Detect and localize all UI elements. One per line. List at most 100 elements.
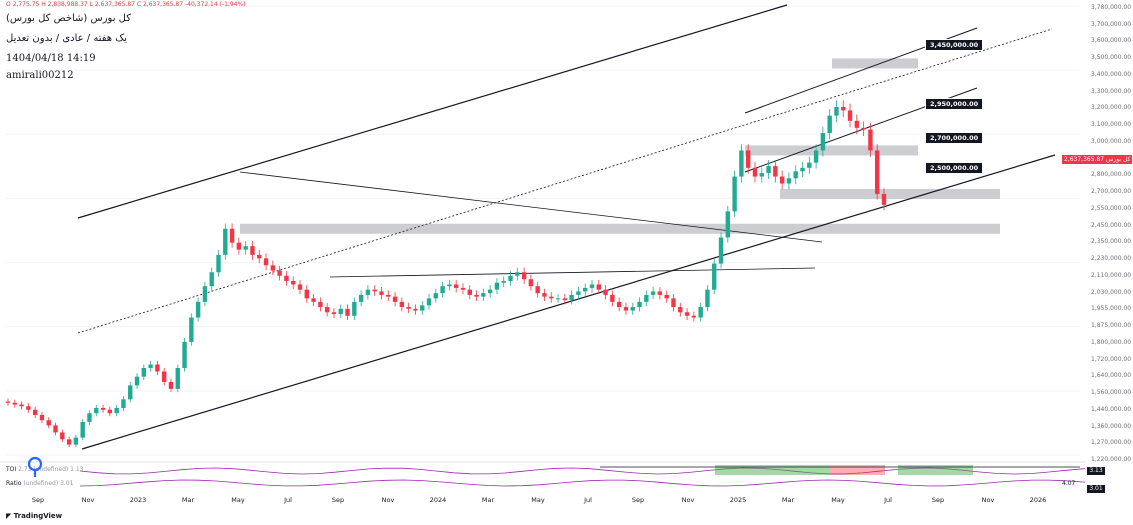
tradingview-logo[interactable]: ◤ TradingView	[6, 512, 62, 520]
candle-body	[535, 286, 540, 294]
candle-body	[562, 298, 568, 301]
last-price-value: 2,637,365.87	[1064, 156, 1105, 163]
candle-body	[202, 286, 208, 302]
level-zone-2950000	[745, 145, 918, 156]
indicator-toi-label: TOI 2.73 (undefined) 1.13	[6, 466, 84, 473]
candle-body	[12, 402, 17, 405]
candle-body	[847, 110, 853, 121]
time-tick-label: Nov	[81, 496, 95, 504]
level-zone-2500000	[240, 223, 1000, 234]
candle-body	[32, 409, 38, 415]
candle-body	[678, 307, 683, 313]
candle-body	[372, 289, 377, 292]
price-tick-label: 3,600,000.00	[1091, 37, 1132, 45]
candle-body	[868, 129, 873, 151]
candle-body	[53, 425, 58, 433]
candle-body	[39, 414, 45, 421]
candle-body	[318, 301, 323, 308]
indicator-ratio-label: Ratio (undefined) 3.01	[6, 480, 73, 487]
price-tick-label: 2,450,000.00	[1091, 221, 1132, 229]
candle-body	[128, 385, 133, 400]
candle-body	[453, 284, 459, 288]
last-price-tag: کل بورس 2,637,365.87	[1062, 155, 1133, 164]
candle-body	[630, 307, 635, 311]
price-chart[interactable]	[0, 0, 1085, 495]
candle-body	[610, 294, 615, 302]
candle-body	[745, 150, 751, 168]
candle-body	[433, 293, 439, 299]
candle-body	[386, 294, 391, 297]
chart-datetime: 1404/04/18 14:19	[6, 53, 96, 64]
time-tick-label: Jul	[284, 496, 292, 504]
candle-body	[841, 106, 846, 111]
price-tick-label: 1,640,000.00	[1091, 372, 1132, 380]
candle-body	[107, 409, 113, 414]
candle-body	[148, 364, 153, 368]
candle-body	[807, 162, 812, 168]
candle-body	[474, 294, 479, 297]
level-label-2950000: 2,950,000.00	[925, 98, 984, 110]
pin-marker-icon[interactable]	[24, 456, 46, 478]
candle-body	[447, 284, 452, 287]
candle-body	[229, 228, 235, 243]
level-zone-2700000	[780, 188, 1000, 199]
price-tick-label: 3,500,000.00	[1091, 54, 1132, 62]
candle-body	[94, 408, 99, 414]
candle-body	[311, 298, 316, 302]
candle-body	[501, 280, 506, 283]
candle-body	[26, 406, 31, 410]
candle-body	[304, 289, 309, 299]
candle-body	[752, 167, 758, 177]
indicator-green-zone-1	[715, 465, 830, 475]
price-axis[interactable]: 3,780,000.00 3,700,000.00 3,600,000.00 3,50…	[1085, 0, 1133, 495]
candle-body	[603, 289, 608, 295]
candle-body	[46, 420, 51, 426]
indicator-green-zone-2	[898, 465, 973, 475]
candle-body	[291, 280, 296, 285]
candle-body	[216, 254, 221, 273]
candle-body	[121, 399, 126, 409]
time-tick-label: Sep	[31, 496, 45, 504]
candle-body	[657, 291, 663, 295]
time-tick-label: May	[531, 496, 545, 504]
time-tick-label: Sep	[331, 496, 345, 504]
candle-body	[182, 341, 187, 368]
candle-body	[827, 115, 832, 134]
candle-body	[725, 211, 731, 238]
price-tick-label: 2,230,000.00	[1091, 255, 1132, 263]
candle-body	[467, 289, 472, 295]
level-label-2700000: 2,700,000.00	[925, 132, 984, 144]
candle-body	[60, 432, 65, 440]
chart-subtitle: یک هفته / عادی / بدون تعدیل	[6, 33, 127, 44]
tv-logo-icon: ◤	[6, 512, 12, 520]
price-tick-label: 1,560,000.00	[1091, 389, 1132, 397]
candle-body	[141, 367, 147, 377]
candle-body	[399, 301, 405, 308]
candle-body	[250, 246, 255, 255]
candle-body	[100, 408, 106, 410]
indicator-toi-name: TOI	[6, 466, 17, 473]
chart-header: کل بورس (شاخص کل بورس) یک هفته / عادی / …	[6, 12, 131, 82]
time-axis[interactable]: Sep Nov 2023 Mar May Jul Sep Nov 2024 Mar May Jul Se…	[0, 494, 1080, 508]
candle-body	[243, 246, 248, 250]
candle-body	[549, 296, 554, 299]
candle-body	[284, 275, 289, 281]
candle-body	[161, 371, 167, 382]
price-tick-label: 2,030,000.00	[1091, 288, 1132, 296]
ohlc-values: O 2,775.75 H 2,838,988.37 L 2,637,365.87…	[6, 1, 246, 8]
candle-body	[420, 305, 425, 311]
candle-body	[766, 166, 771, 174]
candle-body	[712, 263, 717, 290]
candle-body	[440, 286, 445, 294]
price-tick-label: 2,550,000.00	[1091, 204, 1132, 212]
candle-body	[481, 293, 486, 297]
price-tick-label: 3,780,000.00	[1091, 4, 1132, 11]
candle-body	[854, 120, 860, 128]
indicator-toi-values: 2.73 (undefined) 1.13	[18, 466, 84, 473]
candle-body	[189, 317, 194, 342]
candle-body	[263, 258, 269, 266]
time-tick-label: 2024	[429, 496, 447, 504]
candle-body	[793, 171, 798, 179]
price-tick-label: 3,200,000.00	[1091, 104, 1132, 112]
